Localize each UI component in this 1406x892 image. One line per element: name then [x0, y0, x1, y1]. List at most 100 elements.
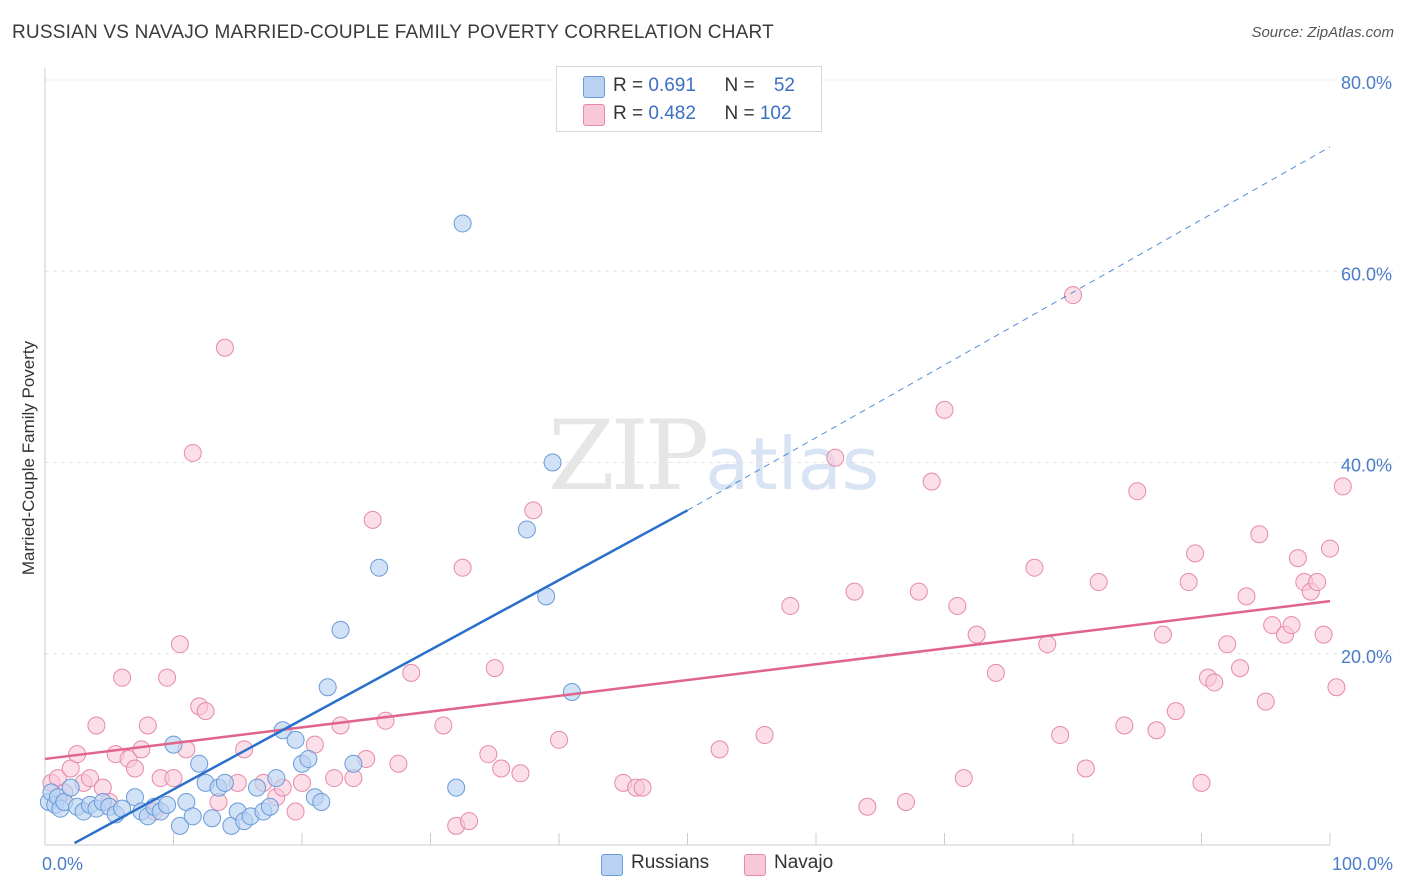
navajo-point	[1089, 573, 1108, 592]
axes	[44, 68, 1331, 846]
navajo-point	[492, 759, 511, 778]
navajo-point	[402, 663, 421, 682]
navajo-point	[293, 773, 311, 792]
navajo-point	[986, 663, 1005, 682]
navajo-point	[1237, 587, 1256, 606]
russians-point	[453, 214, 472, 233]
navajo-point	[781, 596, 800, 615]
russians-point	[170, 816, 189, 835]
navajo-n-value: 102	[759, 103, 792, 124]
russians-n-label: N =	[724, 75, 760, 96]
navajo-point	[633, 778, 652, 797]
navajo-point	[858, 797, 877, 816]
navajo-point	[485, 659, 504, 678]
russians-swatch	[583, 76, 605, 98]
navajo-point	[1186, 544, 1205, 563]
navajo-point	[125, 759, 144, 778]
navajo-point	[550, 730, 568, 749]
navajo-point	[164, 769, 183, 788]
russians-n-value: 52	[773, 75, 795, 96]
x-tick-label-start: 0.0%	[42, 854, 83, 874]
navajo-point	[1064, 286, 1082, 305]
navajo-point	[331, 716, 350, 735]
navajo-point	[1333, 477, 1352, 496]
navajo-point	[87, 716, 106, 735]
navajo-point	[1308, 573, 1327, 592]
navajo-point	[453, 558, 472, 577]
russians-point	[562, 683, 581, 701]
navajo-point	[132, 740, 151, 759]
russians-points	[39, 214, 581, 835]
navajo-point	[138, 716, 157, 735]
russians-trend-line	[73, 509, 689, 845]
y-axis-title: Married-Couple Family Poverty	[19, 340, 38, 575]
navajo-point	[1025, 558, 1044, 577]
navajo-legend-swatch	[744, 854, 766, 876]
navajo-point	[1166, 702, 1185, 721]
russians-point	[447, 778, 466, 797]
navajo-points	[42, 286, 1352, 835]
navajo-point	[158, 668, 177, 687]
navajo-point	[967, 625, 986, 644]
navajo-point	[954, 769, 973, 788]
navajo-point	[1288, 549, 1307, 568]
russians-point	[158, 795, 177, 814]
navajo-n-label: N =	[724, 103, 760, 124]
navajo-point	[710, 740, 729, 759]
navajo-point	[479, 745, 498, 764]
navajo-point	[909, 582, 928, 601]
navajo-point	[826, 448, 845, 467]
navajo-point	[1038, 635, 1057, 654]
watermark-atlas: atlas	[705, 422, 880, 506]
navajo-point	[1205, 673, 1224, 692]
navajo-point	[1282, 616, 1301, 635]
watermark-zip: ZIP	[548, 400, 709, 512]
navajo-point	[1263, 616, 1282, 635]
chart-title: RUSSIAN VS NAVAJO MARRIED-COUPLE FAMILY …	[12, 22, 774, 43]
navajo-point	[896, 792, 915, 811]
navajo-point	[170, 635, 189, 654]
watermark: ZIPatlas	[548, 400, 879, 512]
navajo-point	[948, 596, 967, 615]
russians-point	[248, 778, 267, 797]
navajo-swatch	[583, 104, 605, 126]
russians-legend-label: Russians	[631, 852, 710, 873]
russians-point	[190, 754, 209, 773]
russians-point	[267, 769, 286, 788]
navajo-point	[1128, 482, 1147, 501]
navajo-point	[434, 716, 453, 735]
navajo-point	[80, 769, 99, 788]
russians-point	[260, 797, 279, 816]
navajo-point	[1147, 721, 1166, 740]
navajo-point	[755, 726, 774, 745]
navajo-point	[363, 510, 382, 529]
russians-point	[215, 773, 234, 792]
navajo-point	[1115, 716, 1134, 735]
russians-r-value: 0.691	[648, 75, 696, 96]
y-tick-label: 40.0%	[1341, 456, 1392, 476]
russians-point	[286, 730, 305, 749]
source-label: Source: ZipAtlas.com	[1251, 24, 1394, 41]
navajo-point	[1231, 659, 1250, 678]
navajo-point	[389, 754, 408, 773]
navajo-point	[922, 472, 941, 491]
russians-legend-swatch	[601, 854, 623, 876]
navajo-trend-line	[44, 599, 1331, 761]
navajo-point	[376, 711, 395, 730]
x-tick-label-end: 100.0%	[1332, 854, 1393, 874]
russians-point	[370, 558, 389, 577]
navajo-point	[1218, 635, 1237, 654]
y-tick-label: 80.0%	[1341, 73, 1392, 93]
russians-point	[331, 620, 350, 639]
navajo-point	[1314, 625, 1333, 644]
navajo-point	[1250, 525, 1269, 544]
russians-trend-extension	[687, 146, 1331, 511]
russians-point	[61, 778, 80, 797]
russians-point	[183, 807, 202, 826]
russians-point	[312, 792, 331, 811]
russians-point	[517, 520, 536, 539]
russians-point	[299, 749, 318, 768]
y-tick-label: 60.0%	[1341, 264, 1392, 284]
navajo-point	[196, 702, 215, 721]
